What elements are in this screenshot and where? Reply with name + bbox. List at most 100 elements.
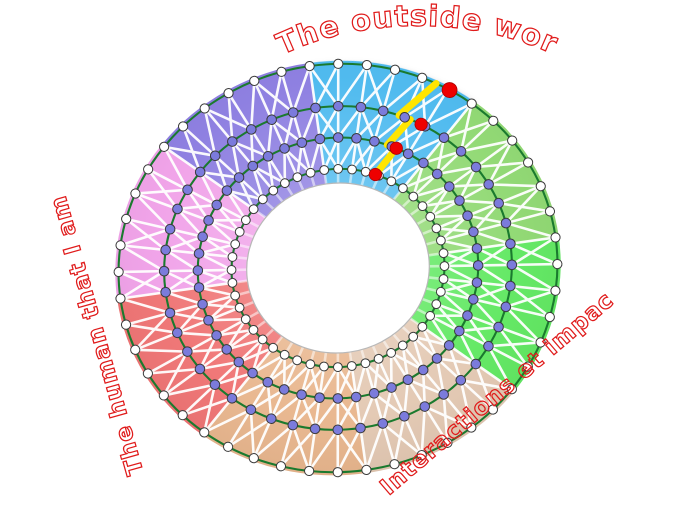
network-node[interactable] [386,176,397,187]
network-node[interactable] [332,132,344,143]
network-node[interactable] [472,260,484,271]
network-node[interactable] [431,353,443,364]
network-node[interactable] [227,252,238,262]
network-node[interactable] [227,277,238,288]
network-node[interactable] [455,374,467,386]
network-node[interactable] [425,310,436,321]
network-node[interactable] [194,363,206,375]
network-node[interactable] [222,441,234,452]
network-node[interactable] [142,368,153,379]
network-node[interactable] [211,199,223,211]
network-node[interactable] [233,172,245,183]
node-group[interactable] [87,30,589,505]
network-node[interactable] [466,98,477,109]
network-node[interactable] [221,185,233,196]
network-node[interactable] [233,356,245,368]
network-node[interactable] [402,148,414,160]
network-node[interactable] [268,185,279,196]
network-node[interactable] [506,259,518,271]
network-node[interactable] [278,384,290,395]
network-node[interactable] [287,107,299,118]
network-node[interactable] [292,355,303,366]
network-node[interactable] [193,248,205,259]
network-node[interactable] [305,359,316,370]
network-node[interactable] [226,265,237,275]
network-node[interactable] [408,331,419,342]
network-node[interactable] [230,290,241,301]
network-node[interactable] [483,340,494,352]
network-node[interactable] [386,347,397,358]
network-node[interactable] [402,374,414,386]
network-node[interactable] [333,58,344,69]
network-node[interactable] [247,160,259,172]
network-node[interactable] [193,282,205,293]
network-node[interactable] [347,164,357,175]
network-node[interactable] [468,294,479,305]
network-node[interactable] [417,364,429,376]
network-node[interactable] [177,121,189,132]
network-node[interactable] [439,261,450,271]
network-node[interactable] [262,150,274,162]
network-node[interactable] [120,319,132,330]
network-node[interactable] [234,226,245,237]
network-node[interactable] [425,211,436,222]
network-node[interactable] [493,321,504,333]
network-node[interactable] [471,243,483,254]
network-node[interactable] [468,226,479,238]
network-node[interactable] [240,314,251,325]
network-node[interactable] [368,388,380,399]
network-node[interactable] [164,307,176,319]
network-node[interactable] [397,340,408,351]
network-node[interactable] [552,258,563,270]
network-node[interactable] [143,164,154,175]
highlight-node[interactable] [389,141,403,155]
network-node[interactable] [115,293,126,304]
network-node[interactable] [505,280,516,292]
network-node[interactable] [360,358,371,369]
network-node[interactable] [346,361,357,371]
network-node[interactable] [333,164,344,174]
network-node[interactable] [160,244,171,256]
network-node[interactable] [279,143,290,154]
network-node[interactable] [248,204,259,215]
network-node[interactable] [535,337,546,348]
network-node[interactable] [113,266,124,278]
network-node[interactable] [454,195,465,206]
network-node[interactable] [443,340,455,351]
network-node[interactable] [369,136,380,147]
network-node[interactable] [332,467,343,478]
network-node[interactable] [435,286,446,297]
network-node[interactable] [276,66,287,77]
network-node[interactable] [442,437,453,448]
network-node[interactable] [453,325,465,337]
network-node[interactable] [488,115,499,126]
network-node[interactable] [373,353,384,364]
highlight-node[interactable] [441,82,458,99]
network-node[interactable] [279,349,290,360]
network-node[interactable] [389,459,400,470]
network-node[interactable] [417,321,428,332]
network-node[interactable] [332,362,343,372]
network-node[interactable] [438,248,449,259]
network-node[interactable] [240,215,251,226]
network-node[interactable] [305,167,316,178]
network-node[interactable] [399,410,410,422]
network-node[interactable] [462,210,473,222]
network-node[interactable] [355,422,366,434]
network-node[interactable] [470,358,482,370]
network-node[interactable] [361,59,372,71]
network-node[interactable] [160,286,171,298]
network-node[interactable] [309,423,321,435]
network-node[interactable] [262,376,274,388]
network-node[interactable] [377,105,389,117]
network-node[interactable] [332,424,344,436]
network-node[interactable] [209,379,221,390]
network-node[interactable] [399,112,411,123]
network-node[interactable] [506,384,517,395]
network-node[interactable] [493,197,504,209]
highlight-node[interactable] [414,117,428,131]
network-node[interactable] [500,217,512,229]
network-node[interactable] [386,382,397,393]
network-node[interactable] [523,157,534,168]
network-node[interactable] [287,419,299,431]
